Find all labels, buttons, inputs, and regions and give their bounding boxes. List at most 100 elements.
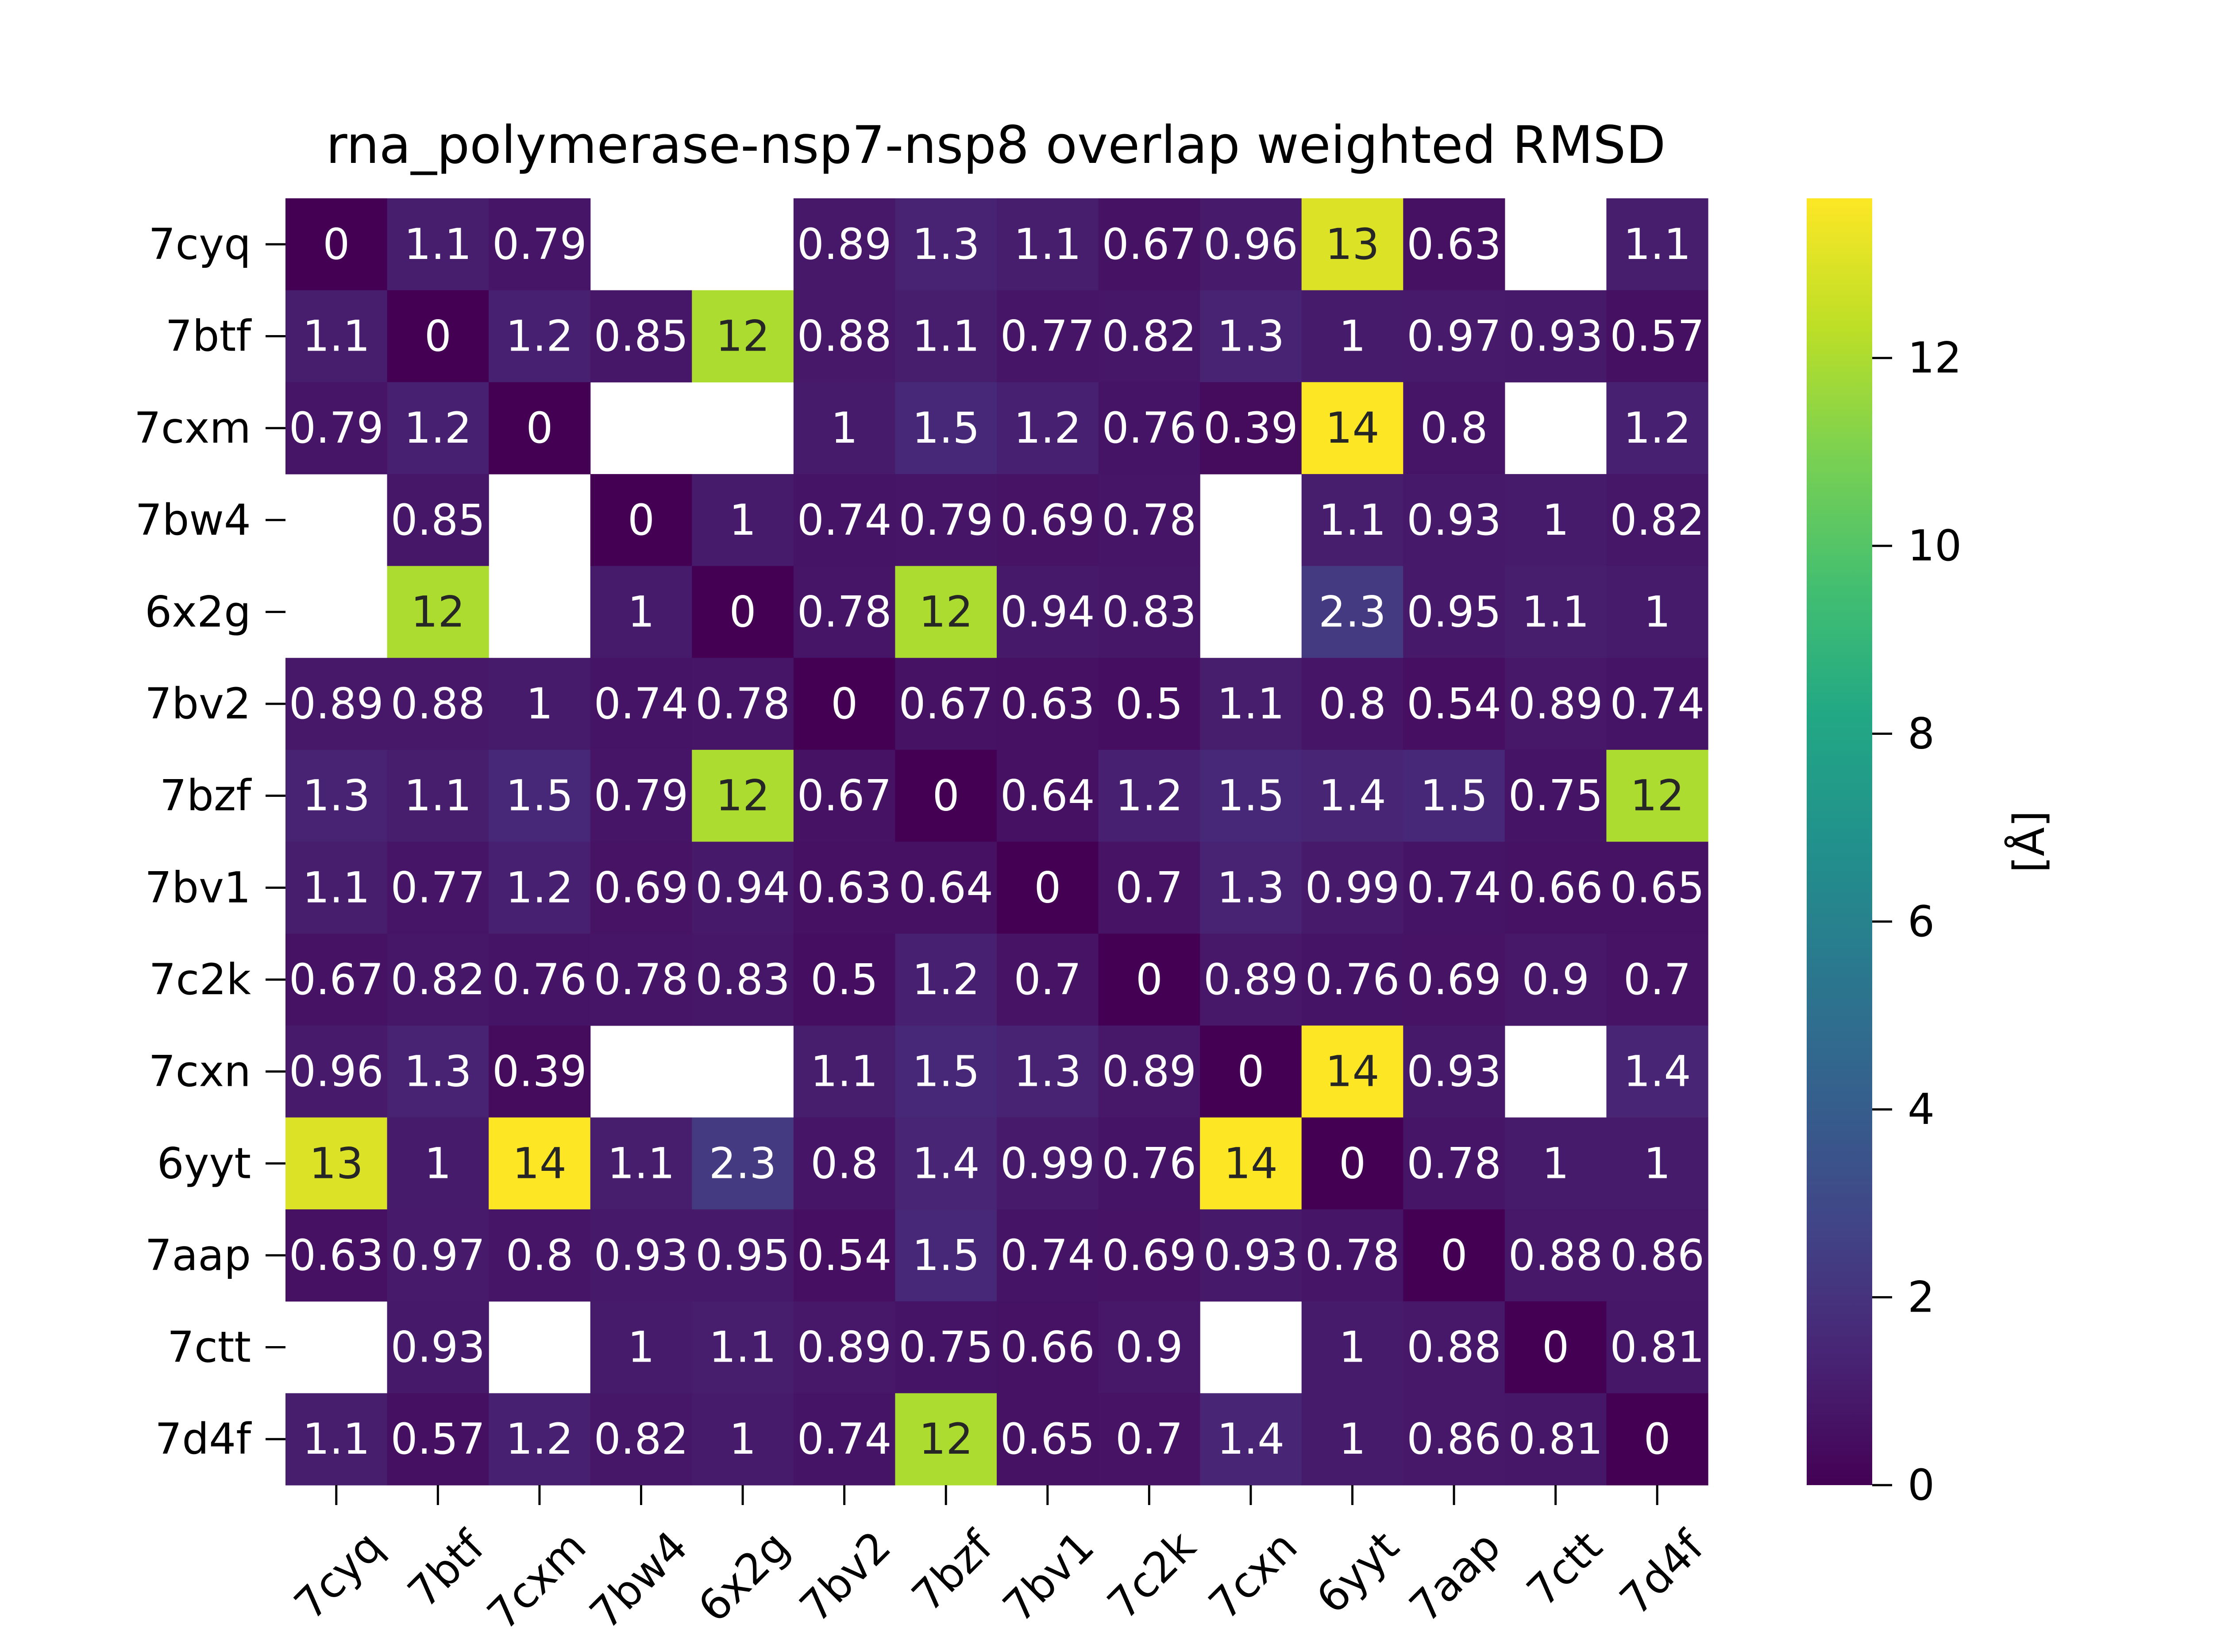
cell-value-label: 0.99 (1305, 863, 1400, 912)
heatmap-cell (1403, 1025, 1505, 1118)
heatmap-cell (489, 1393, 591, 1486)
cell-value-label: 0.7 (1115, 863, 1183, 912)
heatmap-cell (387, 841, 489, 934)
cell-value-label: 1.5 (912, 403, 980, 453)
cell-value-label: 12 (919, 1414, 973, 1464)
heatmap-cell (1098, 290, 1200, 382)
cell-value-label: 0.74 (1407, 863, 1501, 912)
cell-value-label: 0.74 (797, 1414, 892, 1464)
heatmap-cell (1301, 198, 1403, 291)
heatmap-cell (590, 934, 692, 1026)
heatmap-cell (1504, 474, 1607, 567)
cell-value-label: 1 (729, 495, 756, 545)
heatmap-cell (1098, 1209, 1200, 1302)
heatmap-cell (285, 1393, 388, 1486)
cell-value-label: 0.94 (695, 863, 790, 912)
heatmap-cell (590, 566, 692, 658)
heatmap-cell (793, 1209, 896, 1302)
heatmap-cell (1098, 566, 1200, 658)
cell-value-label: 0.96 (289, 1047, 384, 1096)
colorbar-tick-label: 8 (1908, 709, 1935, 758)
cell-value-label: 0 (729, 587, 756, 637)
cell-value-label: 0 (628, 495, 655, 545)
cell-value-label: 0 (1034, 863, 1061, 912)
y-tick-label: 7cxm (134, 403, 251, 453)
heatmap-cell (387, 1301, 489, 1393)
cell-value-label: 0.76 (1305, 955, 1400, 1004)
colorbar-tick-label: 10 (1908, 521, 1962, 571)
cell-value-label: 1 (1542, 495, 1569, 545)
cell-value-label: 14 (1224, 1139, 1278, 1188)
heatmap-cell (285, 1117, 388, 1210)
heatmap-cell (895, 1117, 997, 1210)
cell-value-label: 1.1 (912, 311, 980, 361)
heatmap-cell (285, 198, 388, 291)
cell-value-label: 0.8 (506, 1231, 574, 1280)
cell-value-label: 12 (1630, 771, 1684, 821)
cell-value-label: 0.75 (898, 1323, 993, 1372)
cell-value-label: 0 (323, 220, 350, 269)
heatmap-cell (895, 841, 997, 934)
cell-value-label: 1.4 (1319, 771, 1386, 821)
heatmap-cell (285, 382, 388, 475)
heatmap-cell (895, 290, 997, 382)
colorbar-tick-label: 4 (1908, 1085, 1935, 1134)
cell-value-label: 1.3 (1014, 1047, 1081, 1096)
cell-value-label: 0.5 (810, 955, 878, 1004)
heatmap-cell (895, 566, 997, 658)
cell-value-label: 2.3 (1319, 587, 1386, 637)
heatmap-cell (1403, 1301, 1505, 1393)
cell-value-label: 1.2 (506, 1414, 574, 1464)
heatmap-cell (1606, 1209, 1708, 1302)
heatmap-cell (387, 566, 489, 658)
cell-value-label: 0.77 (390, 863, 485, 912)
heatmap-cell (1301, 841, 1403, 934)
heatmap-cell (1301, 1025, 1403, 1118)
heatmap-cell (793, 934, 896, 1026)
cell-value-label: 1.2 (404, 403, 472, 453)
cell-value-label: 1 (424, 1139, 451, 1188)
heatmap-cell (997, 382, 1099, 475)
cell-value-label: 0.93 (594, 1231, 689, 1280)
heatmap-cell (489, 290, 591, 382)
heatmap-cell (997, 1209, 1099, 1302)
heatmap-cell (793, 841, 896, 934)
heatmap-cell (1403, 841, 1505, 934)
heatmap-cell (387, 1025, 489, 1118)
heatmap-cell (1200, 1025, 1302, 1118)
heatmap-cell (1403, 1117, 1505, 1210)
heatmap-cell (387, 1393, 489, 1486)
heatmap-cell (1606, 1301, 1708, 1393)
cell-value-label: 0.7 (1115, 1414, 1183, 1464)
cell-value-label: 0.75 (1508, 771, 1603, 821)
cell-value-label: 0.7 (1623, 955, 1691, 1004)
cell-value-label: 0.67 (797, 771, 892, 821)
cell-value-label: 0.89 (1102, 1047, 1196, 1096)
heatmap-cell (895, 1209, 997, 1302)
heatmap-cell (793, 566, 896, 658)
colorbar-tick-label: 6 (1908, 897, 1935, 946)
cell-value-label: 1.1 (709, 1323, 777, 1372)
cell-value-label: 12 (716, 311, 770, 361)
cell-value-label: 0.76 (1102, 1139, 1196, 1188)
heatmap-cell (997, 198, 1099, 291)
cell-value-label: 1 (729, 1414, 756, 1464)
heatmap-cell (997, 566, 1099, 658)
cell-value-label: 1.1 (302, 863, 370, 912)
heatmap-cell (1504, 1209, 1607, 1302)
cell-value-label: 1 (1339, 1323, 1366, 1372)
cell-value-label: 0 (526, 403, 553, 453)
cell-value-label: 0.83 (695, 955, 790, 1004)
cell-value-label: 1 (1644, 587, 1671, 637)
heatmap-cell (1200, 841, 1302, 934)
cell-value-label: 0.66 (1000, 1323, 1095, 1372)
heatmap-cell (1200, 290, 1302, 382)
cell-value-label: 0.69 (1102, 1231, 1196, 1280)
cell-value-label: 0.74 (1610, 679, 1704, 729)
cell-value-label: 0 (1339, 1139, 1366, 1188)
heatmap-cell (387, 290, 489, 382)
cell-value-label: 0.79 (898, 495, 993, 545)
cell-value-label: 0.89 (289, 679, 384, 729)
cell-value-label: 1.3 (1217, 863, 1285, 912)
cell-value-label: 0.65 (1610, 863, 1704, 912)
